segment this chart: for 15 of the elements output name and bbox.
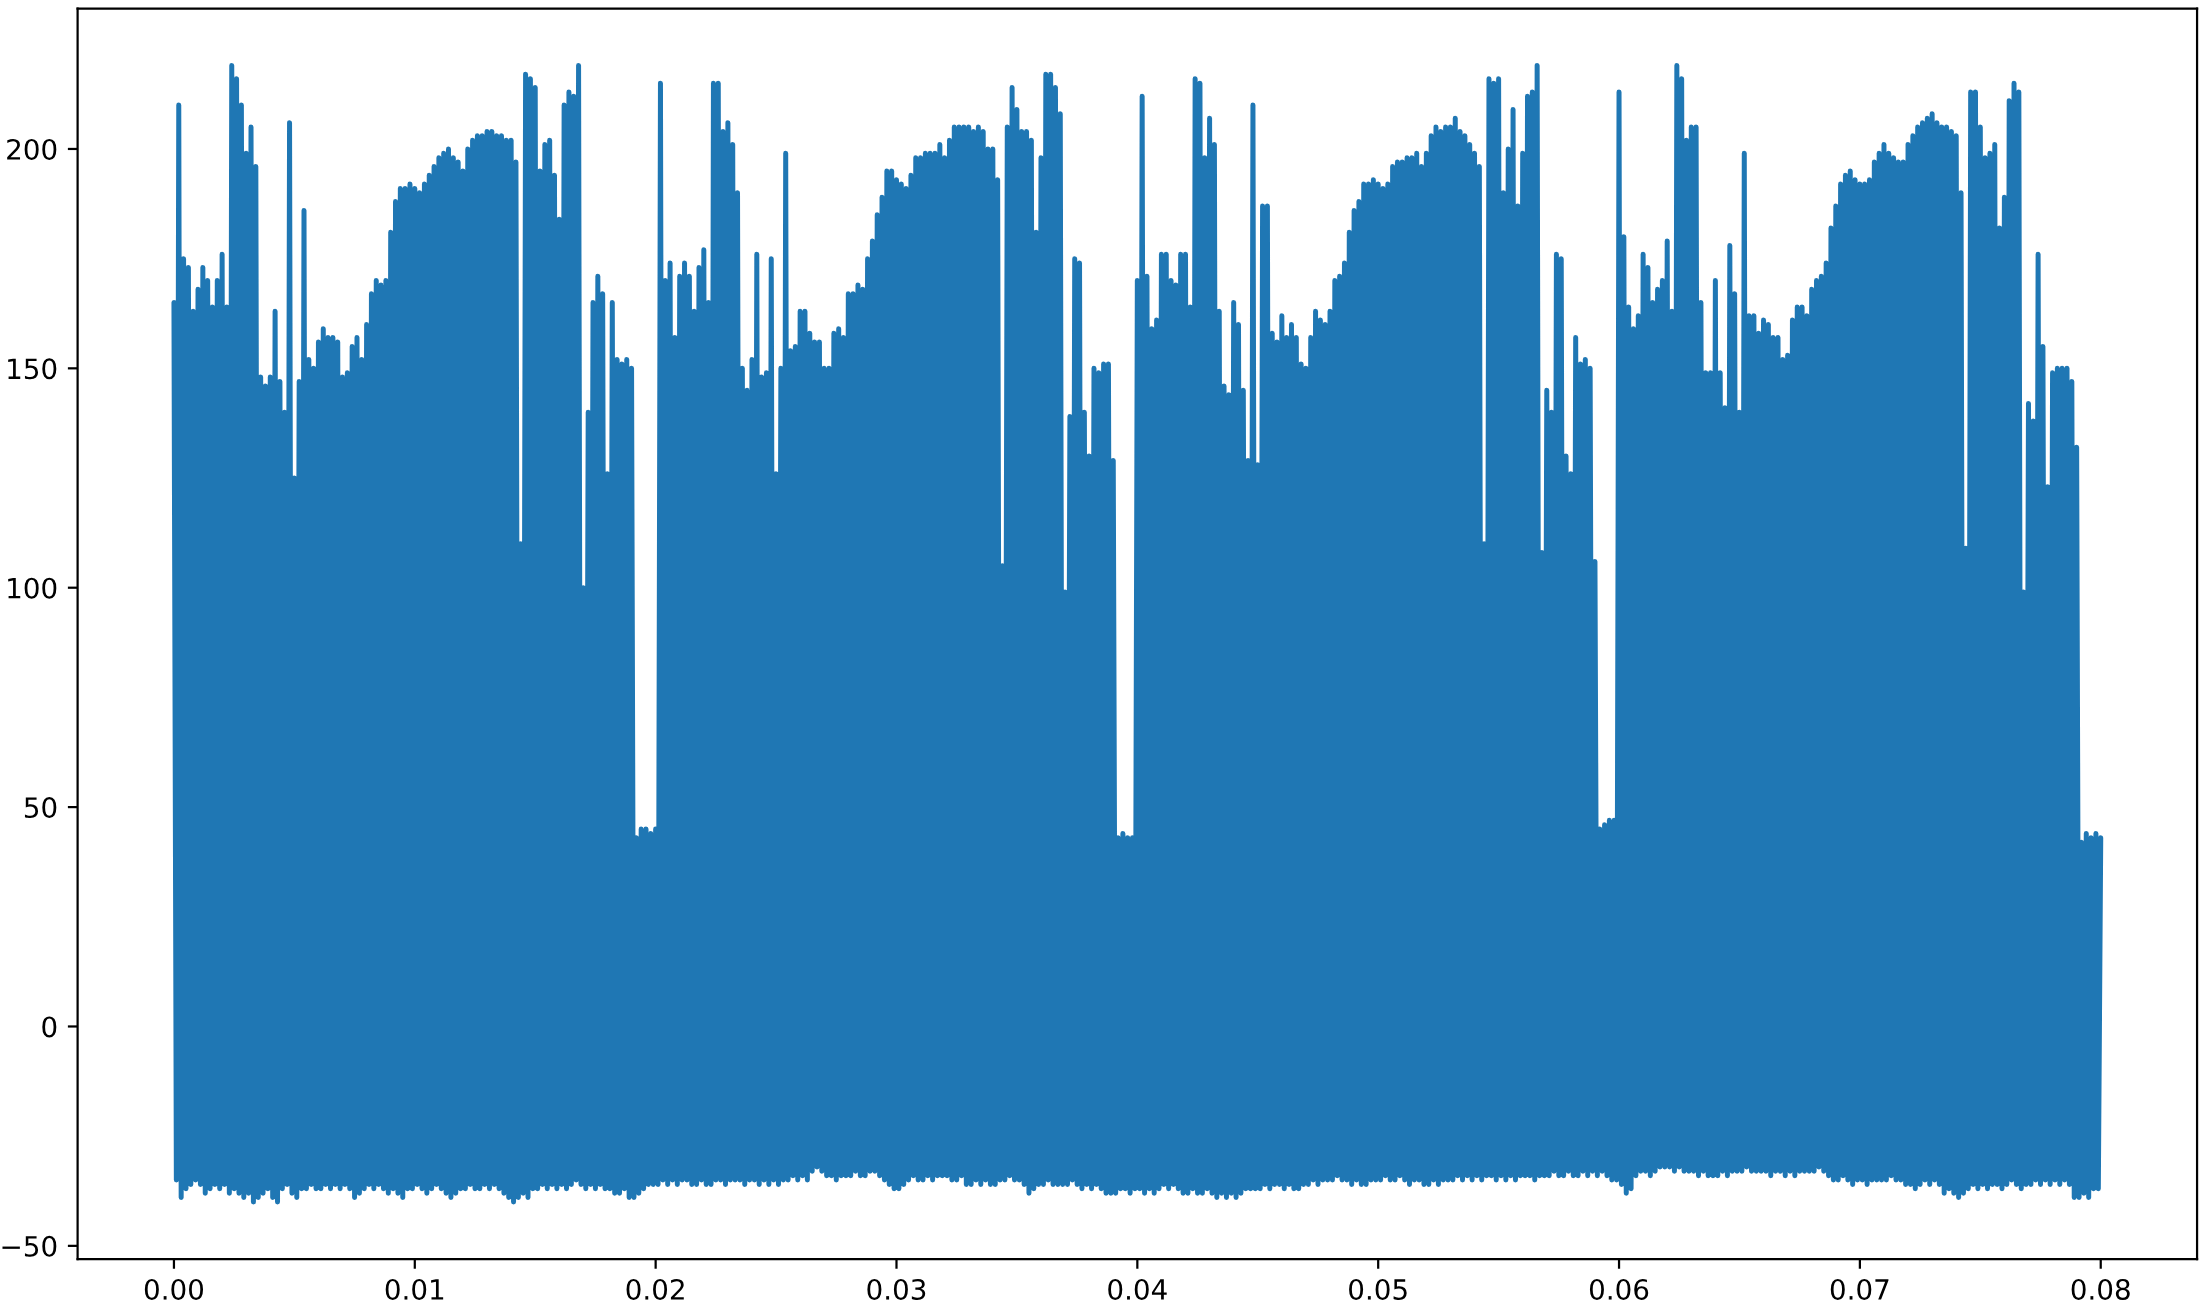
- x-tick-label: 0.07: [1830, 1278, 1889, 1300]
- x-tick-label: 0.08: [2071, 1278, 2130, 1300]
- y-tick-label: −50: [2, 1235, 57, 1257]
- y-tick-label: 200: [7, 138, 57, 160]
- x-tick-label: 0.06: [1589, 1278, 1649, 1300]
- x-tick-label: 0.04: [1108, 1278, 1167, 1300]
- x-tick-label: 0.05: [1349, 1278, 1407, 1300]
- y-tick-label: 0: [42, 1016, 57, 1038]
- y-tick-label: 50: [24, 797, 57, 819]
- x-tick-label: 0.02: [626, 1278, 684, 1300]
- x-tick-label: 0.03: [867, 1278, 926, 1300]
- x-tick-label: 0.01: [385, 1278, 444, 1300]
- y-tick-label: 100: [8, 577, 57, 599]
- y-tick-label: 150: [8, 358, 57, 380]
- x-tick-label: 0.00: [144, 1278, 204, 1300]
